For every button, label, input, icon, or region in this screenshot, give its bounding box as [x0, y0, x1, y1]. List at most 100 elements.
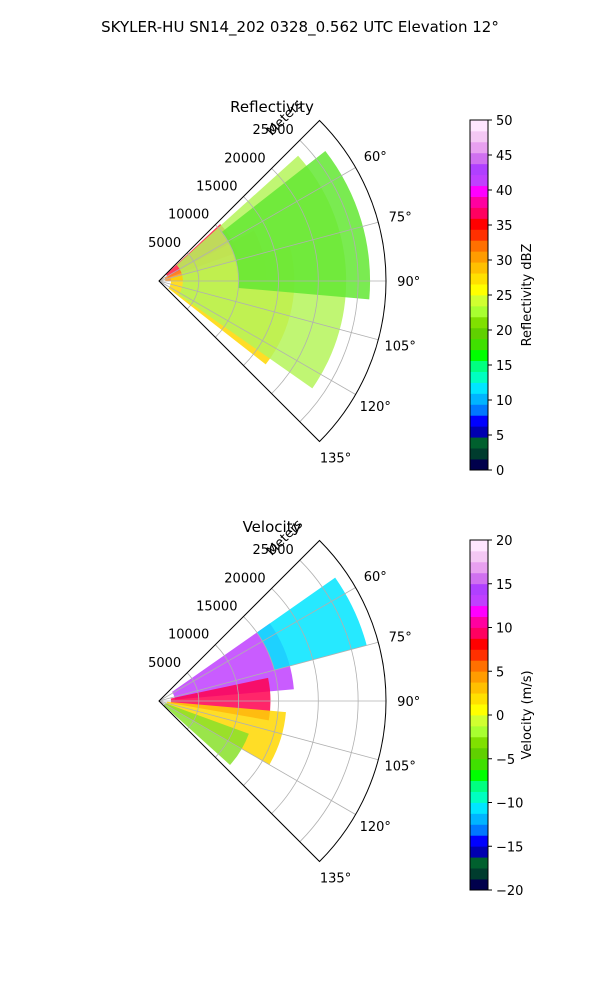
colorbar-tick-label: 50: [496, 114, 513, 129]
range-tick-label: 15000: [196, 180, 237, 195]
velocity-colorbar-label: Velocity (m/s): [520, 670, 535, 759]
colorbar-tick-label: 10: [496, 394, 513, 409]
azimuth-tick-label: 105°: [385, 760, 416, 775]
colorbar-tick-label: 0: [496, 464, 504, 479]
colorbar-swatch: [470, 382, 488, 394]
colorbar-swatch: [470, 295, 488, 307]
azimuth-tick-label: 135°: [320, 452, 351, 467]
azimuth-tick-label: 60°: [364, 570, 387, 585]
colorbar-swatch: [470, 682, 488, 694]
colorbar-swatch: [470, 583, 488, 596]
range-tick-label: 25000: [252, 123, 293, 138]
colorbar-swatch: [470, 693, 488, 705]
colorbar-tick-label: 20: [496, 534, 513, 549]
range-tick-label: 5000: [148, 236, 181, 251]
colorbar-swatch: [470, 327, 488, 340]
sector-outline: [158, 119, 387, 443]
colorbar-tick-label: 15: [496, 578, 513, 593]
echo-region-4: [256, 577, 367, 671]
colorbar-swatch: [470, 868, 488, 880]
colorbar-swatch: [470, 572, 488, 585]
reflectivity-azimuth-ticks: 60° 75° 90° 105° 120° 135°: [320, 150, 420, 466]
velocity-colorbar: [469, 539, 489, 891]
colorbar-tick-label: 5: [496, 665, 504, 680]
colorbar-swatch: [470, 415, 488, 427]
colorbar-tick-label: −5: [496, 753, 515, 768]
colorbar-swatch: [470, 540, 488, 552]
azimuth-spoke-0: [158, 167, 356, 282]
azimuth-tick-label: 75°: [389, 210, 412, 225]
colorbar-swatch: [470, 605, 488, 617]
colorbar-swatch: [470, 284, 488, 296]
colorbar-swatch: [470, 120, 488, 132]
echo-region-3: [163, 703, 249, 765]
colorbar-swatch: [470, 704, 488, 716]
colorbar-swatch: [470, 316, 488, 329]
colorbar-swatch: [470, 769, 488, 782]
colorbar-swatch: [470, 857, 488, 869]
colorbar-swatch: [470, 174, 488, 187]
azimuth-spoke-4: [158, 280, 356, 395]
colorbar-swatch: [470, 791, 488, 803]
azimuth-tick-label: 120°: [360, 820, 391, 835]
colorbar-swatch: [470, 305, 488, 318]
colorbar-tick-label: −15: [496, 840, 523, 855]
colorbar-swatch: [470, 550, 488, 563]
colorbar-swatch: [470, 273, 488, 285]
colorbar-swatch: [470, 262, 488, 274]
colorbar-swatch: [470, 207, 488, 219]
colorbar-swatch: [470, 736, 488, 749]
colorbar-swatch: [470, 627, 488, 639]
colorbar-swatch: [470, 152, 488, 165]
colorbar-swatch: [470, 349, 488, 362]
colorbar-tick-label: 45: [496, 149, 513, 164]
colorbar-swatch: [470, 371, 488, 383]
colorbar-swatch: [470, 163, 488, 176]
azimuth-tick-label: 120°: [360, 400, 391, 415]
colorbar-swatch: [470, 251, 488, 263]
colorbar-swatch: [470, 835, 488, 847]
colorbar-swatch: [470, 638, 488, 650]
azimuth-spoke-3: [158, 700, 379, 761]
colorbar-tick-label: 5: [496, 429, 504, 444]
azimuth-spoke-1: [158, 221, 379, 282]
colorbar-swatch: [470, 879, 488, 891]
velocity-panel: Velocity 5000 10000 15000 20000 25000 60° 75°…: [148, 517, 535, 899]
colorbar-swatch: [470, 448, 488, 460]
colorbar-swatch: [470, 824, 488, 836]
colorbar-swatch: [470, 747, 488, 760]
velocity-colorbar-ticks: −20 −15 −10 −5 0 5 10 15 20: [488, 534, 523, 899]
azimuth-tick-label: 135°: [320, 872, 351, 887]
colorbar-tick-label: 25: [496, 289, 513, 304]
colorbar-swatch: [470, 561, 488, 574]
colorbar-tick-label: 0: [496, 709, 504, 724]
colorbar-swatch: [470, 130, 488, 143]
colorbar-swatch: [470, 660, 488, 672]
colorbar-swatch: [470, 813, 488, 825]
colorbar-swatch: [470, 616, 488, 628]
reflectivity-colorbar-ticks: 0 5 10 15 20 25 30 35 40 45 50: [488, 114, 513, 479]
colorbar-swatch: [470, 338, 488, 351]
colorbar-tick-label: 35: [496, 219, 513, 234]
colorbar-swatch: [470, 141, 488, 154]
reflectivity-colorbar-label: Reflectivity dBZ: [520, 244, 535, 347]
colorbar-swatch: [470, 715, 488, 727]
colorbar-swatch: [470, 240, 488, 252]
colorbar-tick-label: 20: [496, 324, 513, 339]
azimuth-spoke-1: [158, 641, 379, 702]
colorbar-swatch: [470, 649, 488, 661]
range-tick-label: 10000: [168, 208, 209, 223]
azimuth-tick-label: 90°: [397, 275, 420, 290]
range-tick-label: 20000: [224, 571, 265, 586]
reflectivity-title: Reflectivity: [230, 98, 314, 116]
reflectivity-colorbar: [469, 119, 489, 471]
colorbar-swatch: [470, 437, 488, 449]
colorbar-swatch: [470, 846, 488, 858]
colorbar-swatch: [470, 725, 488, 738]
reflectivity-range-ticks: 5000 10000 15000 20000 25000: [148, 123, 294, 251]
azimuth-spoke-3: [158, 280, 379, 341]
reflectivity-frame: [158, 119, 387, 443]
colorbar-tick-label: 30: [496, 254, 513, 269]
echo-region-4: [221, 151, 371, 300]
